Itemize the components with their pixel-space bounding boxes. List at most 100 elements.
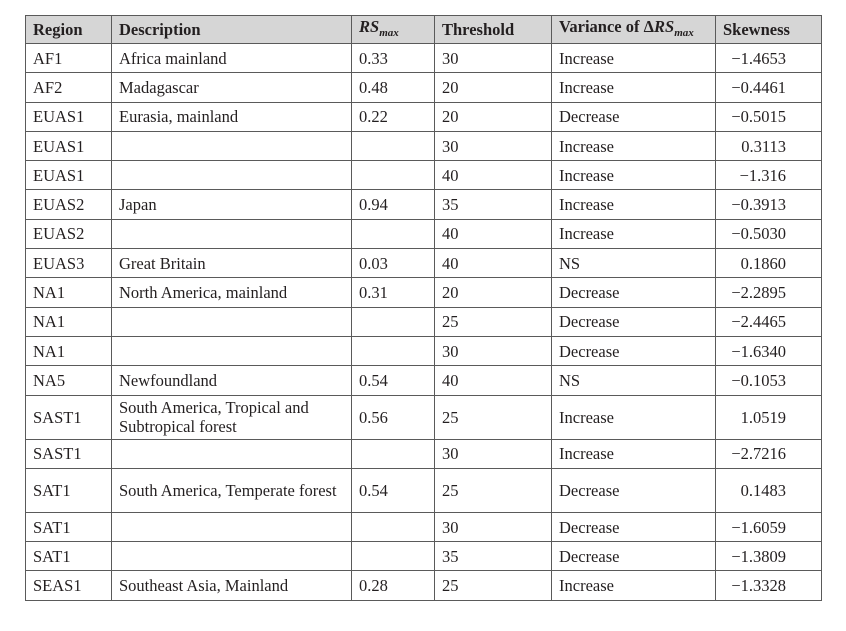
cell-rs-max: 0.03 <box>351 248 435 279</box>
cell-threshold: 35 <box>434 189 552 220</box>
cell-variance: Decrease <box>551 306 716 337</box>
cell-rs-max: 0.54 <box>351 467 435 513</box>
cell-skewness: 0.3113 <box>715 130 822 162</box>
table-row: SAST1 South America, Tropical and Subtrop… <box>25 394 822 440</box>
cell-skewness: −0.1053 <box>715 365 822 396</box>
cell-variance: Increase <box>551 189 716 220</box>
table-row: NA5 Newfoundland 0.54 40 NS −0.1053 <box>25 365 822 396</box>
header-variance-subscript: max <box>674 26 694 39</box>
cell-description: North America, mainland <box>111 277 352 308</box>
cell-threshold: 25 <box>434 467 552 513</box>
cell-threshold: 40 <box>434 160 552 191</box>
table-row: EUAS3 Great Britain 0.03 40 NS 0.1860 <box>25 248 822 279</box>
cell-description: Great Britain <box>111 248 352 279</box>
cell-description <box>111 511 352 543</box>
cell-skewness: −0.5030 <box>715 218 822 250</box>
cell-skewness: −0.3913 <box>715 189 822 220</box>
cell-rs-max <box>351 335 435 367</box>
header-variance: Variance of ΔRSmax <box>551 15 716 44</box>
cell-skewness: −1.3809 <box>715 541 822 572</box>
cell-rs-max: 0.56 <box>351 394 435 440</box>
cell-threshold: 40 <box>434 218 552 250</box>
cell-rs-max: 0.54 <box>351 365 435 396</box>
table-row: SAT1 South America, Temperate forest 0.54 2… <box>25 467 822 513</box>
cell-region: AF2 <box>25 72 112 103</box>
table-row: EUAS1 30 Increase 0.3113 <box>25 130 822 162</box>
table-body: AF1 Africa mainland 0.33 30 Increase −1.4653 A… <box>25 42 822 601</box>
cell-rs-max: 0.22 <box>351 101 435 132</box>
cell-description: Eurasia, mainland <box>111 101 352 132</box>
cell-rs-max: 0.28 <box>351 570 435 601</box>
cell-variance: Increase <box>551 394 716 440</box>
cell-description: South America, Tropical and Subtropical … <box>111 394 352 440</box>
cell-variance: Increase <box>551 130 716 162</box>
table-row: NA1 25 Decrease −2.4465 <box>25 306 822 337</box>
cell-description: Newfoundland <box>111 365 352 396</box>
cell-description: South America, Temperate forest <box>111 467 352 513</box>
cell-rs-max <box>351 541 435 572</box>
cell-skewness: −1.316 <box>715 160 822 191</box>
table-row: AF1 Africa mainland 0.33 30 Increase −1.4653 <box>25 42 822 74</box>
cell-region: AF1 <box>25 42 112 74</box>
header-region: Region <box>25 15 112 44</box>
cell-threshold: 30 <box>434 335 552 367</box>
table-row: NA1 30 Decrease −1.6340 <box>25 335 822 367</box>
table-header: Region Description RSmax Threshold Varia… <box>25 15 822 44</box>
cell-description <box>111 218 352 250</box>
cell-skewness: −1.6340 <box>715 335 822 367</box>
cell-region: SAT1 <box>25 467 112 513</box>
cell-threshold: 20 <box>434 277 552 308</box>
cell-variance: Decrease <box>551 335 716 367</box>
cell-region: EUAS2 <box>25 189 112 220</box>
header-rs-base: RS <box>359 16 380 36</box>
cell-rs-max <box>351 218 435 250</box>
header-rs-subscript: max <box>379 26 399 39</box>
cell-rs-max <box>351 438 435 469</box>
cell-description <box>111 335 352 367</box>
header-rs-max: RSmax <box>351 15 435 44</box>
cell-variance: Decrease <box>551 541 716 572</box>
cell-threshold: 20 <box>434 101 552 132</box>
cell-rs-max <box>351 130 435 162</box>
cell-rs-max: 0.48 <box>351 72 435 103</box>
cell-description <box>111 306 352 337</box>
cell-skewness: −2.2895 <box>715 277 822 308</box>
cell-variance: Decrease <box>551 101 716 132</box>
cell-description: Japan <box>111 189 352 220</box>
cell-skewness: 0.1483 <box>715 467 822 513</box>
cell-description: Southeast Asia, Mainland <box>111 570 352 601</box>
cell-rs-max: 0.94 <box>351 189 435 220</box>
cell-rs-max: 0.33 <box>351 42 435 74</box>
cell-region: EUAS3 <box>25 248 112 279</box>
table-row: EUAS1 40 Increase −1.316 <box>25 160 822 191</box>
cell-region: EUAS1 <box>25 101 112 132</box>
cell-skewness: −1.4653 <box>715 42 822 74</box>
cell-rs-max <box>351 160 435 191</box>
cell-variance: Increase <box>551 160 716 191</box>
cell-description <box>111 130 352 162</box>
cell-description <box>111 541 352 572</box>
cell-threshold: 25 <box>434 570 552 601</box>
header-threshold: Threshold <box>434 15 552 44</box>
header-skewness: Skewness <box>715 15 822 44</box>
cell-threshold: 30 <box>434 42 552 74</box>
cell-skewness: −0.5015 <box>715 101 822 132</box>
header-variance-rs: RS <box>654 16 675 36</box>
region-statistics-table: Region Description RSmax Threshold Varia… <box>25 15 822 601</box>
cell-region: SAST1 <box>25 394 112 440</box>
cell-description: Africa mainland <box>111 42 352 74</box>
header-description: Description <box>111 15 352 44</box>
cell-description <box>111 438 352 469</box>
cell-skewness: −1.3328 <box>715 570 822 601</box>
table-row: EUAS1 Eurasia, mainland 0.22 20 Decrease −0.5… <box>25 101 822 132</box>
table-row: EUAS2 Japan 0.94 35 Increase −0.3913 <box>25 189 822 220</box>
cell-skewness: −2.4465 <box>715 306 822 337</box>
cell-skewness: −1.6059 <box>715 511 822 543</box>
table-row: SEAS1 Southeast Asia, Mainland 0.28 25 Incre… <box>25 570 822 601</box>
cell-threshold: 30 <box>434 511 552 543</box>
cell-region: SAST1 <box>25 438 112 469</box>
cell-skewness: −0.4461 <box>715 72 822 103</box>
cell-variance: Increase <box>551 42 716 74</box>
cell-region: NA1 <box>25 277 112 308</box>
cell-region: SAT1 <box>25 541 112 572</box>
